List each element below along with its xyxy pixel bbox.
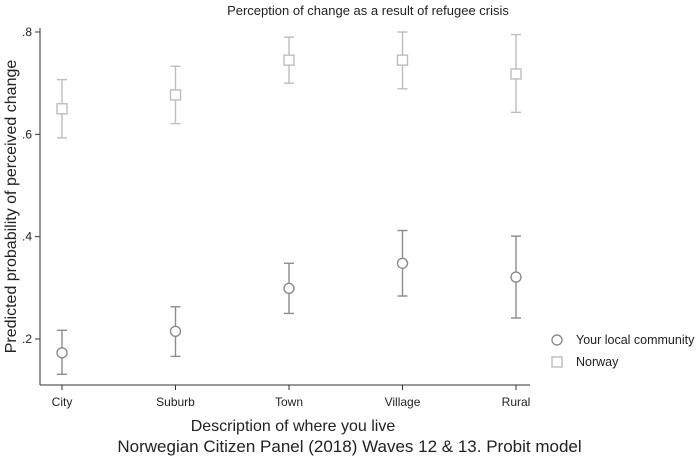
data-point <box>396 54 409 66</box>
y-axis-label: Predicted probability of perceived chang… <box>3 60 20 354</box>
x-tick-label: Town <box>275 395 303 409</box>
x-tick-label: Village <box>385 395 421 409</box>
data-point <box>510 271 522 283</box>
x-axis-label: Description of where you live <box>191 418 396 435</box>
x-ticks: City Suburb Town Village Rural <box>52 385 531 409</box>
x-tick-label: Rural <box>502 395 531 409</box>
data-point <box>283 282 295 295</box>
y-ticks: .2 .4 .6 .8 <box>22 25 40 346</box>
data-point <box>169 325 182 338</box>
x-tick-label: Suburb <box>156 395 195 409</box>
y-tick-label: .8 <box>22 25 32 39</box>
circle-marker-icon <box>548 334 566 346</box>
y-tick-label: .6 <box>22 127 32 141</box>
chart-title: Perception of change as a result of refu… <box>227 3 509 18</box>
series-layer <box>56 31 522 376</box>
series-norway <box>56 31 522 139</box>
data-point <box>56 347 68 359</box>
legend-label-local: Your local community <box>576 333 695 347</box>
y-tick-label: .2 <box>22 332 32 346</box>
legend-label-norway: Norway <box>576 355 619 369</box>
data-point <box>396 257 409 269</box>
data-point <box>283 54 295 66</box>
figure-caption: Norwegian Citizen Panel (2018) Waves 12 … <box>117 437 582 456</box>
legend: Your local community Norway <box>548 329 694 373</box>
square-marker-icon <box>548 356 566 368</box>
x-tick-label: City <box>52 395 73 409</box>
data-point <box>56 103 68 115</box>
data-point <box>169 89 182 101</box>
series-local-community <box>56 229 522 376</box>
legend-item-local: Your local community <box>548 329 694 351</box>
y-tick-label: .4 <box>22 230 32 244</box>
legend-item-norway: Norway <box>548 351 694 373</box>
data-point <box>510 68 522 80</box>
